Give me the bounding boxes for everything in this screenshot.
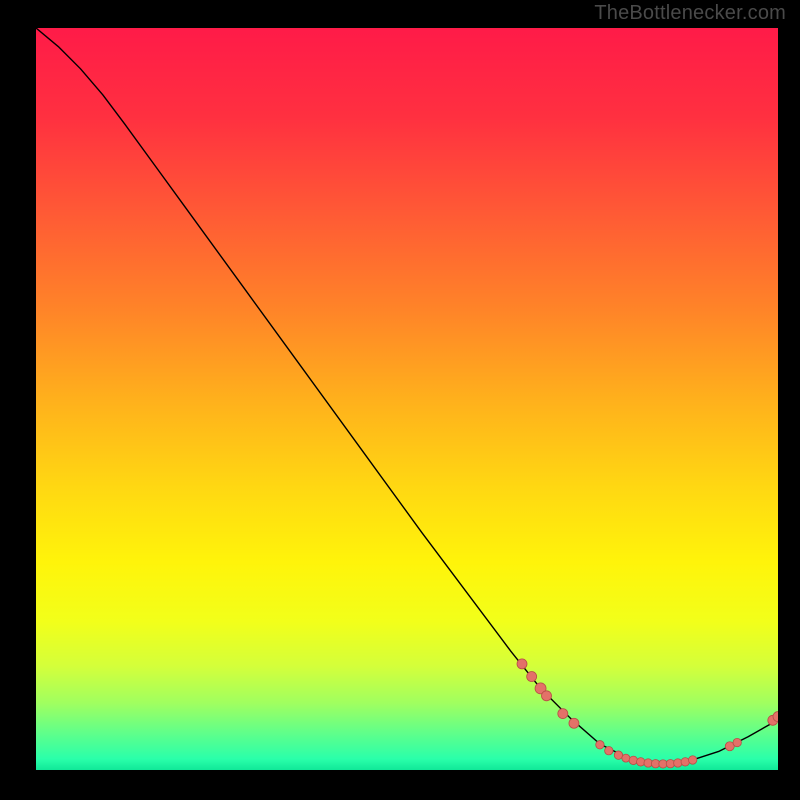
watermark-text: TheBottlenecker.com [594,2,786,25]
bottleneck-chart [36,28,778,770]
data-point-marker [605,747,613,755]
data-point-marker [674,759,682,767]
chart-svg [36,28,778,770]
data-point-marker [733,738,741,746]
data-point-marker [681,758,689,766]
data-point-marker [614,751,622,759]
data-point-marker [688,756,696,764]
chart-background [36,28,778,770]
data-point-marker [629,756,637,764]
data-point-marker [637,758,645,766]
data-point-marker [527,672,537,682]
data-point-marker [517,659,527,669]
data-point-marker [542,691,552,701]
data-point-marker [596,741,604,749]
data-point-marker [558,709,568,719]
data-point-marker [569,718,579,728]
data-point-marker [622,754,630,762]
